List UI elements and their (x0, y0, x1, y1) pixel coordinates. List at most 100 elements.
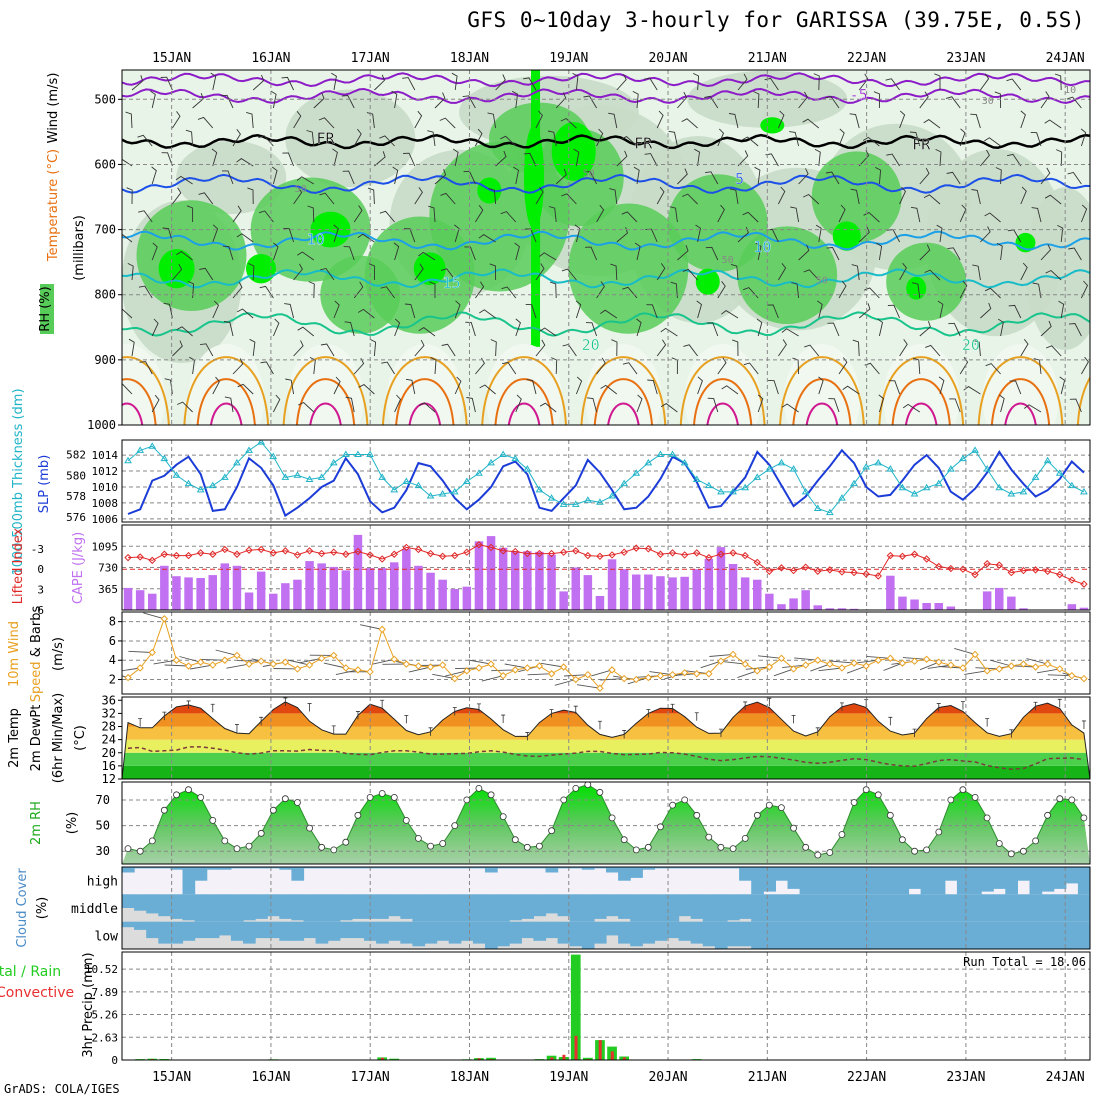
wind-barb (825, 171, 840, 185)
wind10m-point (402, 660, 411, 668)
wind-barb (1020, 110, 1026, 129)
cloud-cell-middle (182, 894, 196, 921)
date-label-top: 17JAN (351, 51, 390, 66)
precip-convective-bar (477, 1058, 481, 1060)
thickness-point (317, 473, 326, 480)
cloud-cell-middle (267, 894, 280, 917)
rh2m-point (487, 791, 495, 799)
contour-label: FR (316, 129, 335, 147)
wind10m-barb (883, 662, 903, 671)
temp2m-panel (122, 697, 1090, 779)
cloud-cell-low (291, 921, 305, 941)
lifted-index-point (572, 547, 580, 555)
rh2m-point (233, 845, 241, 852)
wind-barb (972, 264, 981, 281)
date-label-bottom: 23JAN (946, 1070, 985, 1085)
wind10m-point (426, 663, 435, 671)
wind-barb (404, 303, 416, 319)
wind-barb (706, 322, 719, 337)
precip-panel (122, 952, 1090, 1060)
lifted-index-point (935, 562, 943, 571)
wind-barb (429, 281, 436, 298)
wind-axis-label: Wind (m/s) (46, 73, 61, 144)
wind-barb (886, 153, 900, 167)
wind-barb (668, 130, 678, 147)
wind-barb (163, 302, 173, 319)
wind-barb (514, 242, 520, 261)
cloud-cell-low (206, 921, 220, 939)
date-label-top: 23JAN (946, 51, 985, 66)
rh2m-point (523, 843, 531, 851)
rh2m-point (148, 837, 156, 845)
wind10m-barb (854, 659, 879, 664)
thickness-point (148, 442, 157, 449)
rh-contour-label: 50 (816, 276, 828, 287)
temp-minmax-marker (936, 703, 941, 712)
wind-barb (980, 226, 991, 243)
thickness-point (402, 477, 411, 485)
wind-barb (272, 318, 280, 337)
cape-bar (728, 564, 738, 610)
cloud-cell-high (218, 867, 232, 870)
wind10m-point (596, 684, 604, 692)
wind-barb (249, 338, 256, 357)
wind-barb (318, 117, 335, 129)
cloud-cell-middle (327, 894, 341, 922)
lifted-index-point (523, 549, 532, 558)
cloud-cell-high (666, 867, 680, 869)
rh2m-axis-label-1: 2m RH (29, 801, 44, 845)
cloud-cell-middle (569, 894, 583, 922)
wind-barb (391, 90, 398, 109)
cloud-cell-low (751, 921, 764, 949)
cloud-cell-high (1017, 867, 1031, 881)
cloud-cell-middle (920, 894, 934, 922)
cloud-cell-middle (291, 894, 305, 921)
cloud-cell-high (944, 867, 958, 881)
lifted-index-tick-label: 6 (37, 604, 44, 617)
wind-barb (1040, 167, 1051, 185)
cloud-cell-low (569, 921, 583, 947)
temp-minmax-marker (1057, 698, 1062, 708)
thickness-point (559, 500, 568, 507)
lifted-index-point (184, 551, 193, 560)
wind-barb (660, 327, 678, 337)
temp-minmax-marker (985, 718, 990, 727)
cloud-cell-high (315, 867, 329, 869)
cloud-cell-middle (702, 894, 716, 922)
date-label-bottom: 19JAN (549, 1070, 588, 1085)
cloud-cell-middle (751, 894, 764, 922)
wind-barb (1045, 345, 1062, 357)
wind10m-point (463, 667, 471, 675)
cape-bar (632, 574, 641, 610)
wind-barb (999, 394, 1005, 413)
cloud-cell-middle (545, 894, 559, 914)
temp2m-axis-label-4: (°C) (73, 725, 88, 751)
cape-bar (220, 563, 230, 610)
thickness-point (765, 465, 774, 472)
cloud-cell-middle (315, 894, 329, 922)
cloud-cell-high (206, 867, 220, 870)
wind-barb (248, 263, 255, 281)
rh2m-point (463, 796, 471, 804)
wind-barb (188, 280, 195, 299)
lifted-index-line (127, 544, 1085, 585)
wind-barb (414, 187, 423, 205)
temp-minmax-marker (1081, 720, 1086, 729)
wind-barb (1007, 153, 1022, 167)
precip-total-bar (583, 1057, 593, 1060)
wind-barb (790, 206, 800, 223)
lifted-index-point (160, 550, 169, 558)
cloud-cell-high (122, 867, 135, 873)
cloud-cell-low (593, 921, 607, 944)
thickness-point (281, 473, 290, 480)
wind-barb (309, 356, 316, 375)
thickness-point (777, 458, 786, 466)
temp-minmax-marker (718, 728, 723, 738)
thickness-point (632, 469, 641, 476)
cloud-cell-low (860, 921, 873, 949)
wind-barb (825, 95, 840, 109)
lifted-index-point (717, 550, 725, 558)
thickness-point (136, 446, 145, 453)
rh2m-point (729, 845, 737, 852)
cloud-cell-middle (134, 894, 147, 911)
